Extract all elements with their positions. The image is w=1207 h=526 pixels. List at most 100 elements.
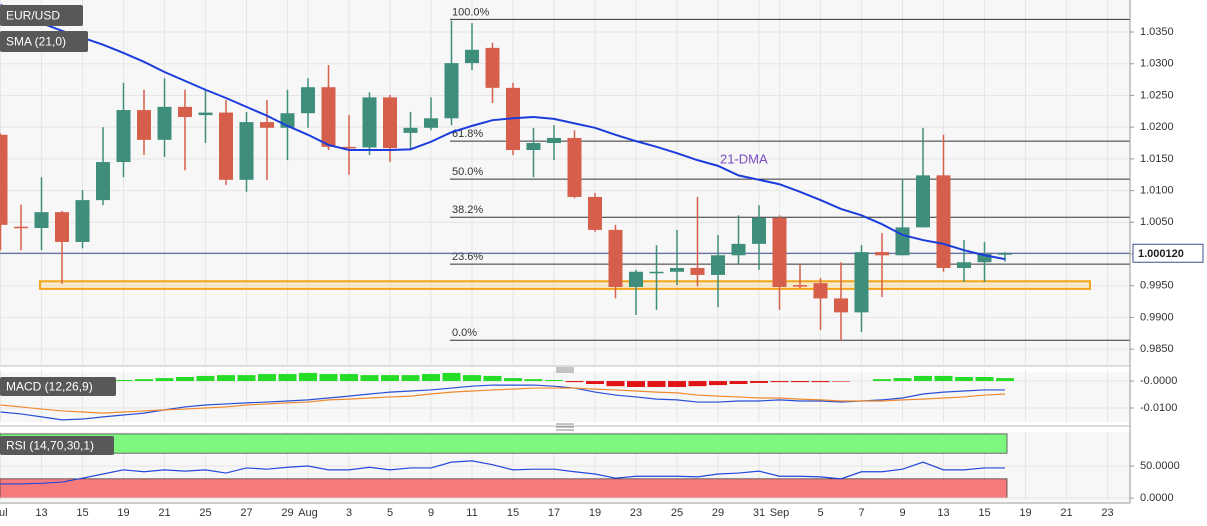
fib-label: 0.0% xyxy=(452,327,477,339)
candle-body xyxy=(321,87,336,147)
candle-body xyxy=(793,285,807,287)
histogram-bar xyxy=(627,381,645,387)
candle-body xyxy=(547,137,561,144)
candle-body xyxy=(936,175,951,268)
y-tick-label: 1.0350 xyxy=(1140,26,1174,38)
x-tick-label: 5 xyxy=(387,507,393,519)
histogram-bar xyxy=(770,381,789,383)
histogram-bar xyxy=(237,375,256,382)
histogram-bar xyxy=(258,374,276,382)
histogram-bar xyxy=(914,375,932,382)
x-tick-label: 27 xyxy=(240,507,252,519)
macd-line xyxy=(0,387,1006,414)
histogram-bar xyxy=(647,381,666,387)
candle-body xyxy=(301,87,315,114)
candle-body xyxy=(14,226,28,229)
label-box xyxy=(0,31,88,52)
histogram-bar xyxy=(545,379,563,382)
x-tick-label: 23 xyxy=(630,507,642,519)
candle-body xyxy=(178,106,192,118)
histogram-bar xyxy=(504,378,522,382)
candle-body xyxy=(526,143,541,150)
histogram-bar xyxy=(360,375,379,382)
histogram-bar xyxy=(442,372,461,382)
histogram-bar xyxy=(668,381,686,387)
candle-body xyxy=(137,110,151,140)
candle-body xyxy=(342,146,356,149)
histogram-bar xyxy=(114,379,133,382)
histogram-bar xyxy=(319,374,338,382)
y-tick-label: 1.0100 xyxy=(1140,184,1174,196)
y-tick-label: 0.9950 xyxy=(1140,280,1174,292)
x-tick-label: 25 xyxy=(671,507,683,519)
candle-body xyxy=(588,196,602,230)
fib-label: 50.0% xyxy=(452,166,483,178)
panel-label: SMA (21,0) xyxy=(6,35,66,49)
candle-body xyxy=(690,267,705,275)
histogram-bar xyxy=(196,375,215,382)
candle-body xyxy=(567,137,582,197)
sma-line xyxy=(0,3,1006,261)
histogram-bar xyxy=(955,377,973,382)
candle-body xyxy=(895,227,910,256)
y-tick-label: 1.0250 xyxy=(1140,89,1174,101)
candle-body xyxy=(608,229,623,287)
x-tick-label: 19 xyxy=(1019,507,1031,519)
annotation: 21-DMA xyxy=(720,151,768,166)
plot-layer: 100.0% 61.8% 50.0% 38.2% 23.6% 0.0% 21-DMA xyxy=(0,0,1130,500)
y-tick-label: 1.0300 xyxy=(1140,58,1174,70)
x-tick-label: 7 xyxy=(858,507,864,519)
candle-body xyxy=(485,47,500,88)
histogram-bar xyxy=(586,381,604,385)
candle-body xyxy=(465,49,479,64)
candle-body xyxy=(198,112,213,116)
histogram-bar xyxy=(791,381,809,383)
x-tick-label: 15 xyxy=(76,507,88,519)
main-panel xyxy=(0,0,1130,365)
candle-body xyxy=(239,122,254,180)
y-tick-label: -0.0100 xyxy=(1140,402,1177,414)
histogram-bar xyxy=(934,375,953,382)
histogram-bar xyxy=(483,375,502,382)
candle-body xyxy=(34,212,49,229)
x-tick-label: 29 xyxy=(712,507,724,519)
candle-body xyxy=(362,97,377,148)
x-tick-label: 29 xyxy=(281,507,293,519)
candle-body xyxy=(403,127,418,133)
y-tick-label: 0.9850 xyxy=(1140,343,1174,355)
candle-body xyxy=(260,122,274,128)
candle-body xyxy=(834,298,848,313)
x-tick-label: 23 xyxy=(1101,507,1113,519)
x-tick-label: 31 xyxy=(753,507,765,519)
histogram-bar xyxy=(688,381,707,387)
y-tick-label: 1.0050 xyxy=(1140,216,1174,228)
y-tick-label: 50.0000 xyxy=(1140,460,1180,472)
candle-body xyxy=(752,217,766,244)
x-tick-label: 19 xyxy=(589,507,601,519)
candle-body xyxy=(383,97,397,149)
histogram-bar xyxy=(811,381,830,383)
candle-body xyxy=(219,112,233,180)
histogram-bar xyxy=(278,374,297,382)
candle-body xyxy=(424,118,438,128)
candle-body xyxy=(854,252,869,313)
candle-body xyxy=(916,175,930,228)
y-tick-label: 0.0000 xyxy=(1140,492,1174,504)
histogram-bar xyxy=(750,381,768,383)
support-zone xyxy=(39,280,1091,290)
histogram-bar xyxy=(135,379,153,382)
x-tick-label: 11 xyxy=(466,507,477,519)
histogram-bar xyxy=(565,381,584,383)
candle-body xyxy=(772,217,787,287)
rsi-zone xyxy=(0,433,1008,454)
histogram-bar xyxy=(155,378,174,382)
candle-body xyxy=(629,271,643,287)
panel-label: RSI (14,70,30,1) xyxy=(6,439,94,453)
x-tick-label: 5 xyxy=(817,507,823,519)
candle-body xyxy=(157,106,172,140)
x-tick-label: 15 xyxy=(507,507,519,519)
x-tick-label: 13 xyxy=(35,507,47,519)
histogram-bar xyxy=(975,377,994,382)
resize-handle[interactable] xyxy=(556,367,574,431)
y-tick-label: 1.0150 xyxy=(1140,153,1174,165)
